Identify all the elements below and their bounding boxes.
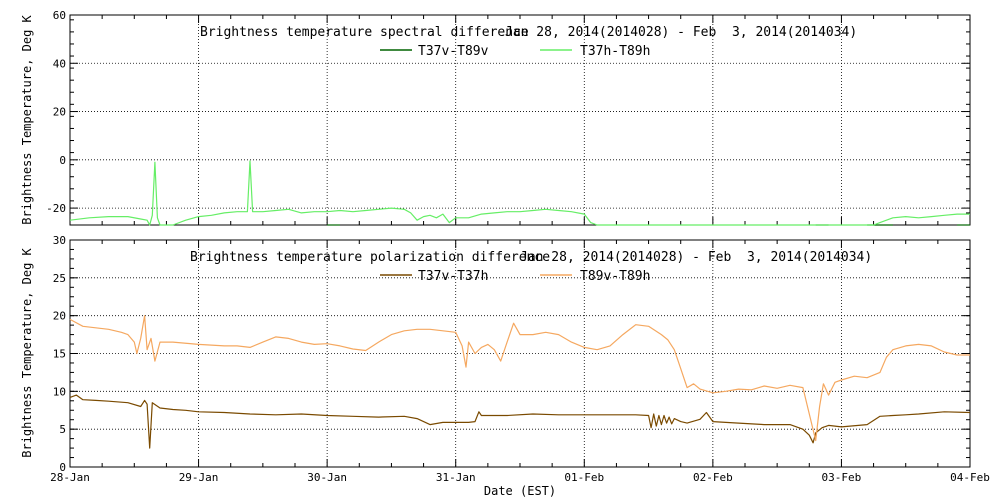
top-plot-title: Brightness temperature spectral differen…: [200, 25, 529, 40]
y-tick-label: 25: [53, 272, 66, 285]
legend-label-t37v-t37h: T37v-T37h: [418, 269, 488, 284]
top-plot-series: [69, 160, 970, 226]
bottom-plot-title: Brightness temperature polarization diff…: [190, 250, 550, 265]
bottom-plot-grid: [70, 240, 970, 467]
y-tick-label: 20: [53, 310, 66, 323]
y-tick-label: 40: [53, 57, 66, 70]
top-plot-grid: [70, 15, 970, 225]
bottom-plot-legend: T37v-T37h T89v-T89h: [380, 269, 650, 284]
x-tick-label: 29-Jan: [179, 471, 219, 484]
top-plot-ylabel: Brightness Temperature, Deg K: [20, 14, 34, 224]
bottom-plot-date-range: Jan 28, 2014(2014028) - Feb 3, 2014(2014…: [520, 250, 872, 265]
top-plot-frame: [69, 14, 971, 226]
top-plot-date-range: Jan 28, 2014(2014028) - Feb 3, 2014(2014…: [505, 25, 857, 40]
y-tick-label: 60: [53, 9, 66, 22]
series-line-t37v-t37h: [69, 394, 971, 449]
x-axis-ticks: 28-Jan 29-Jan 30-Jan 31-Jan 01-Feb 02-Feb 03-F…: [50, 471, 990, 484]
legend-label-t37v-t89v: T37v-T89v: [418, 44, 489, 59]
x-tick-label: 28-Jan: [50, 471, 90, 484]
top-plot-yticks: -20 0 20 40 60: [46, 9, 971, 226]
top-plot-legend: T37v-T89v T37h-T89h: [380, 44, 650, 59]
y-tick-label: 30: [53, 234, 66, 247]
x-axis-label: Date (EST): [484, 484, 556, 498]
x-tick-label: 02-Feb: [693, 471, 733, 484]
y-tick-label: -20: [46, 202, 66, 215]
y-tick-label: 20: [53, 106, 66, 119]
y-tick-label: 5: [59, 423, 66, 436]
legend-label-t37h-t89h: T37h-T89h: [580, 44, 650, 59]
y-tick-label: 0: [59, 154, 66, 167]
x-tick-label: 31-Jan: [436, 471, 476, 484]
series-line-t89v-t89h: [69, 315, 970, 442]
x-tick-label: 30-Jan: [307, 471, 347, 484]
y-tick-label: 10: [53, 385, 66, 398]
y-tick-label: 15: [53, 348, 66, 361]
x-tick-label: 04-Feb: [950, 471, 990, 484]
series-line-t37h-t89h: [69, 160, 970, 226]
x-tick-label: 01-Feb: [564, 471, 604, 484]
legend-label-t89v-t89h: T89v-T89h: [580, 269, 650, 284]
bottom-plot-ylabel: Brightness Temperature, Deg K: [20, 247, 34, 457]
bottom-plot-series: [69, 315, 971, 449]
bottom-plot-yticks: 0 5 10 15 20 25 30: [53, 234, 971, 474]
x-tick-label: 03-Feb: [822, 471, 862, 484]
y-tick-label: 0: [59, 461, 66, 474]
